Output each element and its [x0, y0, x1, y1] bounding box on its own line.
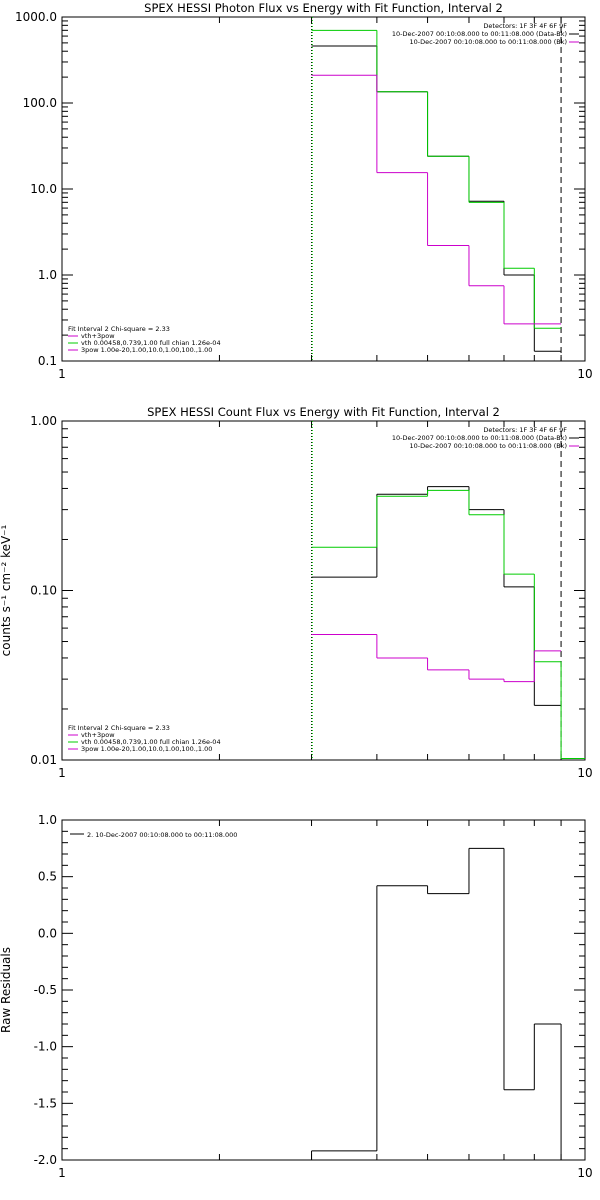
legend-label: vth+3pow	[81, 731, 115, 739]
legend-label: Fit Interval 2 Chi-square = 2.33	[68, 325, 170, 333]
legend-label: 10-Dec-2007 00:10:08.000 to 00:11:08.000…	[392, 434, 567, 442]
x-tick-label: 10	[577, 766, 592, 780]
legend-label: 3pow 1.00e-20,1.00,10.0,1.00,100.,1.00	[81, 745, 212, 753]
series-vth+3pow	[311, 489, 585, 760]
legend-bottom: Fit Interval 2 Chi-square = 2.33vth+3pow…	[68, 724, 221, 753]
y-tick-label: 0.01	[30, 753, 57, 767]
y-tick-label: 1.0	[38, 813, 57, 827]
y-axis: 0.1 1.0 10.0 100.0 1000.0	[15, 10, 585, 368]
legend-label: 10-Dec-2007 00:10:08.000 to 00:11:08.000…	[392, 30, 567, 38]
legend-label: 2. 10-Dec-2007 00:10:08.000 to 00:11:08.…	[87, 831, 237, 839]
plot-frame	[61, 420, 586, 761]
y-tick-label: 100.0	[23, 96, 57, 110]
y-axis-label: counts s⁻¹ cm⁻² keV⁻¹	[0, 524, 13, 656]
series-residuals	[311, 847, 562, 1160]
legend-label: 10-Dec-2007 00:10:08.000 to 00:11:08.000…	[410, 38, 568, 46]
plot-frame	[61, 819, 586, 1161]
x-tick-label: 10	[577, 1166, 592, 1180]
x-axis: 1 10	[58, 820, 593, 1180]
x-tick-label: 1	[58, 766, 66, 780]
x-tick-label: 1	[58, 1166, 66, 1180]
y-axis: -2.0 -1.5 -1.0 -0.5 0.0 0.5 1.0	[34, 813, 585, 1167]
y-tick-label: 1.00	[30, 414, 57, 428]
legend-label: vth 0.00458,0.739,1.00 full chian 1.26e-…	[81, 738, 221, 746]
x-tick-label: 10	[577, 367, 592, 381]
legend-label: vth 0.00458,0.739,1.00 full chian 1.26e-…	[81, 339, 221, 347]
y-tick-label: 1000.0	[15, 10, 57, 24]
legend-bottom: Fit Interval 2 Chi-square = 2.33vth+3pow…	[68, 325, 221, 354]
y-tick-label: -1.5	[34, 1096, 57, 1110]
chart-panel-3: Raw Residuals 1 10 -2.0 -1.5 -1.0 -0.5 0.0 0.5 1.…	[0, 813, 593, 1180]
y-tick-label: -2.0	[34, 1153, 57, 1167]
chart-title: SPEX HESSI Photon Flux vs Energy with Fi…	[144, 1, 503, 15]
legend-top: 2. 10-Dec-2007 00:10:08.000 to 00:11:08.…	[70, 831, 237, 839]
y-axis: 0.01 0.10 1.00	[30, 414, 585, 767]
legend-label: Fit Interval 2 Chi-square = 2.33	[68, 724, 170, 732]
y-tick-label: 10.0	[30, 182, 57, 196]
series-data	[311, 486, 562, 706]
y-tick-label: 1.0	[38, 268, 57, 282]
legend-label: 10-Dec-2007 00:10:08.000 to 00:11:08.000…	[410, 442, 568, 450]
y-axis-label: Raw Residuals	[0, 947, 13, 1033]
series-bk	[311, 74, 562, 325]
y-tick-label: 0.10	[30, 584, 57, 598]
series-data	[311, 45, 562, 352]
y-tick-label: -1.0	[34, 1040, 57, 1054]
legend-label: Detectors: 1F 3F 4F 6F 9F	[483, 22, 567, 30]
y-tick-label: 0.5	[38, 870, 57, 884]
y-tick-label: 0.0	[38, 926, 57, 940]
chart-panel-2: SPEX HESSI Count Flux vs Energy with Fit…	[0, 405, 593, 780]
legend-label: Detectors: 1F 3F 4F 6F 9F	[483, 426, 567, 434]
chart-title: SPEX HESSI Count Flux vs Energy with Fit…	[147, 405, 500, 419]
plot-frame	[61, 16, 586, 362]
chart-panel-1: SPEX HESSI Photon Flux vs Energy with Fi…	[15, 1, 593, 381]
x-axis: 1 10	[58, 17, 593, 381]
y-tick-label: 0.1	[38, 354, 57, 368]
series-bk	[311, 634, 562, 683]
legend-label: 3pow 1.00e-20,1.00,10.0,1.00,100.,1.00	[81, 346, 212, 354]
series-vth+3pow	[311, 29, 562, 329]
y-tick-label: -0.5	[34, 983, 57, 997]
legend-label: vth+3pow	[81, 332, 115, 340]
x-tick-label: 1	[58, 367, 66, 381]
